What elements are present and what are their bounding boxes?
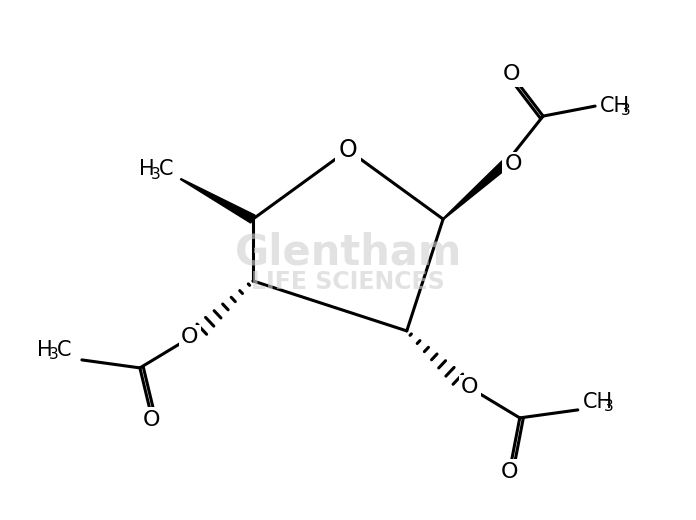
Text: C: C: [159, 159, 173, 179]
Text: 3: 3: [604, 399, 614, 414]
Polygon shape: [181, 179, 255, 223]
Text: O: O: [503, 64, 520, 84]
Polygon shape: [443, 161, 508, 219]
Text: 3: 3: [49, 347, 58, 362]
Text: H: H: [139, 159, 155, 179]
Text: O: O: [505, 154, 522, 174]
Text: O: O: [461, 377, 479, 397]
Text: O: O: [181, 327, 198, 347]
Text: 3: 3: [622, 102, 631, 118]
Text: CH: CH: [600, 96, 631, 116]
Text: C: C: [57, 340, 72, 360]
Text: 3: 3: [151, 166, 161, 181]
Text: H: H: [37, 340, 52, 360]
Text: LIFE SCIENCES: LIFE SCIENCES: [251, 270, 445, 294]
Text: Glentham: Glentham: [235, 231, 461, 273]
Text: CH: CH: [583, 392, 613, 412]
Text: O: O: [339, 138, 357, 162]
Text: O: O: [143, 410, 161, 430]
Text: O: O: [501, 462, 519, 482]
